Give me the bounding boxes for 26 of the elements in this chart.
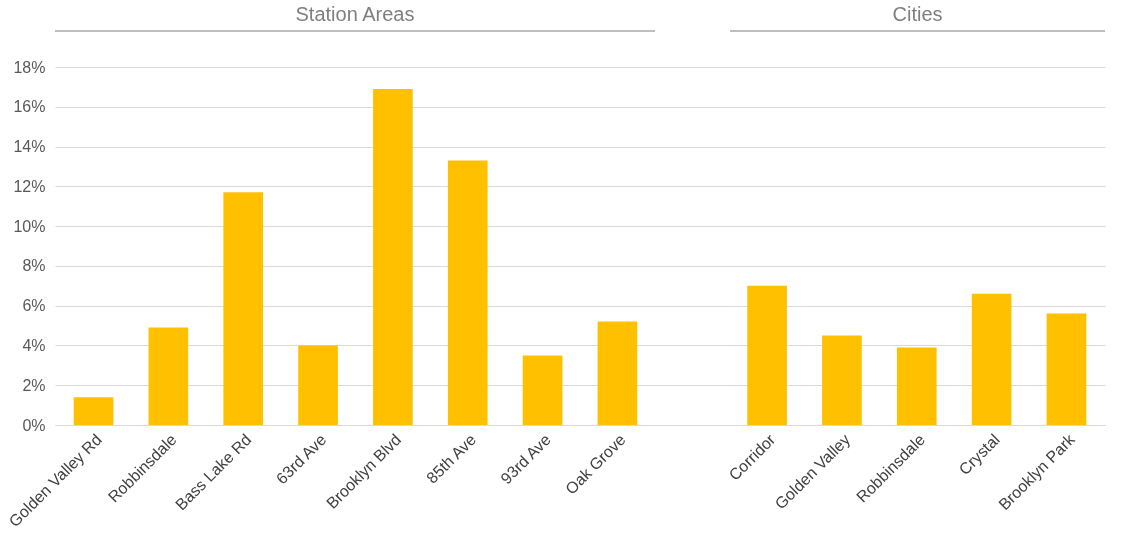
bar: [971, 293, 1012, 425]
y-tick-label: 16%: [13, 98, 46, 116]
text: Station Areas: [295, 3, 415, 25]
bar: [522, 355, 563, 425]
x-tick-label: 85th Ave: [423, 430, 480, 487]
bar: [822, 335, 862, 425]
y-tick-label: 8%: [22, 257, 46, 275]
bar: [148, 327, 189, 425]
bar: [223, 192, 264, 425]
bar: [298, 345, 338, 425]
y-tick-label: 6%: [22, 297, 46, 315]
bar: [747, 285, 787, 425]
bar: [373, 88, 413, 425]
y-tick-label: 4%: [22, 336, 46, 354]
y-tick-label: 12%: [13, 177, 46, 195]
bar: [73, 397, 114, 425]
text: Cities: [892, 3, 943, 25]
y-tick-label: 14%: [13, 138, 46, 156]
y-tick-label: 18%: [13, 58, 46, 76]
y-tick-label: 0%: [22, 416, 46, 434]
y-tick-label: 10%: [13, 217, 46, 235]
bar: [1046, 313, 1087, 425]
bar: [896, 347, 937, 425]
bar: [447, 160, 488, 425]
y-tick-label: 2%: [22, 376, 46, 394]
bar: [597, 321, 638, 425]
